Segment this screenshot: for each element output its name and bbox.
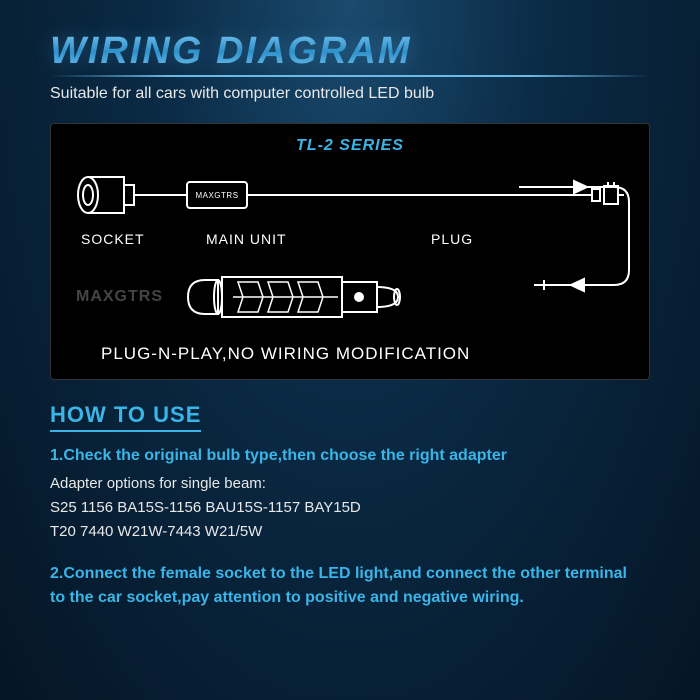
step2-line2: to the car socket,pay attention to posit…	[50, 586, 650, 610]
step2-heading: 2.Connect the female socket to the LED l…	[50, 562, 650, 610]
step1-line3: T20 7440 W21W-7443 W21/5W	[50, 520, 650, 544]
wiring-row: MAXGTRS	[76, 165, 624, 225]
wiring-diagram-box: TL-2 SERIES MAXGTRS	[50, 123, 650, 380]
step1-line2: S25 1156 BA15S-1156 BAU15S-1157 BAY15D	[50, 496, 650, 520]
step2-line1: 2.Connect the female socket to the LED l…	[50, 562, 650, 586]
led-bulb-icon	[183, 262, 413, 332]
title-underline	[50, 75, 650, 77]
socket-label: SOCKET	[81, 231, 206, 247]
loop-arrows-icon	[519, 155, 639, 295]
step1-body: Adapter options for single beam: S25 115…	[50, 472, 650, 544]
watermark-text: MAXGTRS	[76, 288, 163, 306]
step1-line1: Adapter options for single beam:	[50, 472, 650, 496]
plug-label: PLUG	[431, 231, 473, 247]
wire-segment	[146, 194, 186, 196]
page-title: WIRING DIAGRAM	[50, 30, 650, 73]
socket-icon	[76, 173, 146, 217]
series-label: TL-2 SERIES	[76, 137, 624, 155]
howto-title: HOW TO USE	[50, 402, 201, 432]
plugplay-text: PLUG-N-PLAY,NO WIRING MODIFICATION	[101, 344, 624, 364]
main-unit-label: MAIN UNIT	[206, 231, 371, 247]
main-unit-icon: MAXGTRS	[186, 181, 248, 209]
subtitle: Suitable for all cars with computer cont…	[50, 85, 650, 103]
step1-heading: 1.Check the original bulb type,then choo…	[50, 444, 650, 468]
